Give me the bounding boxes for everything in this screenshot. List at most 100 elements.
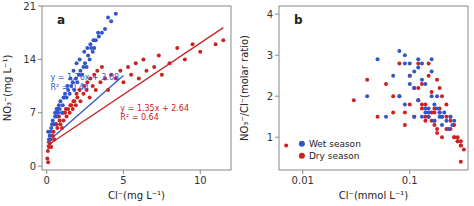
regression-line (47, 76, 124, 143)
point (462, 148, 466, 152)
point (427, 115, 431, 119)
point (432, 111, 436, 115)
point (75, 96, 79, 100)
point (95, 69, 99, 73)
point (397, 94, 401, 98)
point (175, 46, 179, 50)
point (412, 115, 416, 119)
y-axis-label: NO₃⁻(mg L⁻¹) (2, 55, 13, 122)
y-tick (275, 14, 279, 15)
point (412, 86, 416, 90)
point (456, 139, 460, 143)
point (430, 94, 434, 98)
point (430, 57, 434, 61)
point (416, 98, 420, 102)
point (85, 46, 89, 50)
point (86, 54, 90, 58)
panel: 0510071421Cl⁻(mg L⁻¹)NO₃⁻(mg L⁻¹)y = 1.7… (2, 1, 231, 202)
point (91, 84, 95, 88)
point (83, 61, 87, 65)
point (100, 65, 104, 69)
y-tick (38, 166, 42, 167)
point (46, 160, 50, 164)
y-tick-label: 3 (267, 50, 273, 61)
point (82, 50, 86, 54)
y-axis-label: NO₃⁻/Cl⁻(molar ratio) (239, 35, 250, 141)
point (420, 78, 424, 82)
point (78, 99, 82, 103)
point (88, 42, 92, 46)
plot-frame (279, 6, 468, 170)
point (412, 86, 416, 90)
y-tick (275, 96, 279, 97)
point (408, 61, 412, 65)
y-tick (275, 137, 279, 138)
point (440, 123, 444, 127)
y-tick (38, 6, 42, 7)
x-tick (200, 170, 201, 174)
point (157, 54, 161, 58)
annotation: y = 1.76x + 3.08R² = 0.44 (50, 73, 119, 91)
legend-label: Wet season (309, 139, 361, 149)
point (446, 127, 450, 131)
point (412, 70, 416, 74)
point (435, 94, 439, 98)
x-tick-label: 0.01 (292, 175, 314, 186)
point (118, 69, 122, 73)
y-tick (38, 59, 42, 60)
point (152, 65, 156, 69)
x-tick (46, 170, 47, 174)
point (52, 122, 56, 126)
point (397, 94, 401, 98)
point (72, 99, 76, 103)
point (452, 135, 456, 139)
point (183, 57, 187, 61)
point (416, 98, 420, 102)
point (430, 90, 434, 94)
point (384, 115, 388, 119)
point (88, 57, 92, 61)
point (423, 102, 427, 106)
point (78, 57, 82, 61)
point (423, 111, 427, 115)
point (94, 88, 98, 92)
point (438, 111, 442, 115)
point (365, 94, 369, 98)
point (432, 119, 436, 123)
point (440, 115, 444, 119)
legend-label: Dry season (309, 151, 359, 161)
point (440, 94, 444, 98)
x-tick-label: 10 (194, 175, 207, 186)
point (53, 111, 57, 115)
point (448, 119, 452, 123)
point (448, 115, 452, 119)
point (74, 103, 78, 107)
point (432, 123, 436, 127)
point (435, 78, 439, 82)
point (65, 115, 69, 119)
x-tick-label: 5 (120, 175, 126, 186)
point (62, 118, 66, 122)
point (91, 38, 95, 42)
point (71, 107, 75, 111)
y-tick (275, 55, 279, 56)
point (68, 111, 72, 115)
legend-marker (299, 141, 305, 147)
point (376, 57, 380, 61)
point (61, 103, 65, 107)
point (444, 119, 448, 123)
point (459, 143, 463, 147)
y-tick-label: 14 (23, 54, 36, 65)
point (109, 19, 113, 23)
point (68, 103, 72, 107)
point (427, 115, 431, 119)
point (435, 127, 439, 131)
point (352, 98, 356, 102)
point (450, 123, 454, 127)
point (427, 61, 431, 65)
x-axis-label: Cl⁻(mg L⁻¹) (108, 190, 165, 201)
legend: Wet season Dry season (299, 139, 361, 161)
point (435, 131, 439, 135)
point (55, 107, 59, 111)
point (403, 123, 407, 127)
